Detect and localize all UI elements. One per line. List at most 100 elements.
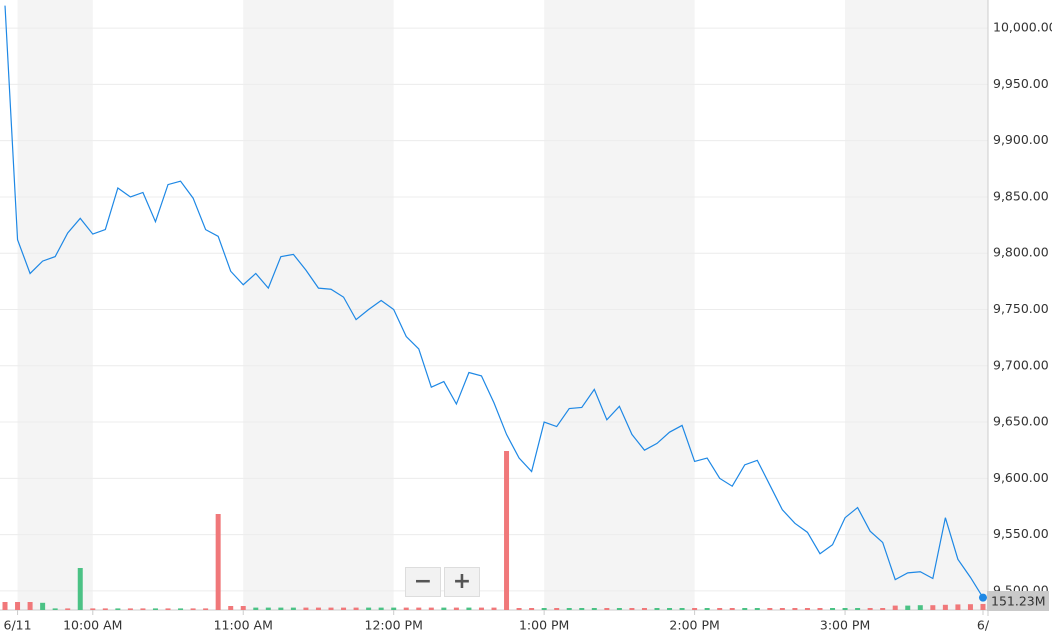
x-tick-label: 2:00 PM [669,618,719,633]
volume-bar [504,451,510,610]
volume-bar [140,608,146,610]
volume-bar [905,605,911,610]
volume-bar [127,608,133,610]
volume-bar [667,608,673,610]
volume-bar [817,608,823,610]
volume-bar [729,608,735,610]
volume-bar [366,607,372,610]
volume-bar [416,607,422,610]
volume-bar [516,608,522,610]
volume-bar [428,607,434,610]
y-tick-label: 9,800.00 [993,245,1049,260]
volume-bar [278,607,284,610]
x-tick-label: 3:00 PM [820,618,870,633]
volume-bar [955,604,961,610]
volume-bar [541,608,547,610]
volume-bar [203,608,209,610]
volume-bar [616,608,622,610]
volume-bar [466,607,472,610]
y-tick-label: 9,950.00 [993,76,1049,91]
volume-bar [378,607,384,610]
zoom-in-button[interactable]: + [444,567,480,597]
volume-bar [692,608,698,610]
zoom-out-button[interactable]: − [405,567,441,597]
volume-bar [830,608,836,610]
volume-bar [604,608,610,610]
y-tick-label: 9,850.00 [993,188,1049,203]
volume-bar [767,608,773,610]
volume-bar [2,602,8,610]
volume-bar [930,605,936,610]
volume-bar [453,607,459,610]
volume-bar [704,608,710,610]
y-tick-label: 9,750.00 [993,301,1049,316]
x-tick-label: 11:00 AM [214,618,273,633]
volume-badge [987,591,1049,611]
volume-bar [165,608,171,610]
volume-bar [478,607,484,610]
x-tick-label: 10:00 AM [63,618,122,633]
y-tick-label: 9,550.00 [993,526,1049,541]
volume-bar [980,603,986,610]
volume-bar [880,608,886,610]
x-tick-label: 12:00 PM [365,618,423,633]
y-tick-label: 9,600.00 [993,470,1049,485]
volume-bar [228,606,234,610]
volume-bar [842,608,848,610]
band [845,0,988,610]
volume-bar [792,608,798,610]
volume-bar [441,607,447,610]
volume-bar [855,608,861,610]
volume-bar [754,608,760,610]
band [17,0,93,610]
volume-bar [303,607,309,610]
volume-bar [942,604,948,610]
volume-bar [328,607,334,610]
volume-bar [566,608,572,610]
volume-bar [654,608,660,610]
volume-bar [529,608,535,610]
x-tick-label: 6/11 [4,618,32,633]
volume-bar [15,602,21,610]
volume-bar [679,608,685,610]
volume-bar [717,608,723,610]
volume-bar [190,608,196,610]
volume-bar [892,605,898,610]
volume-bar [290,607,296,610]
volume-bar [391,607,397,610]
volume-bar [629,608,635,610]
volume-bar [27,602,33,610]
volume-bar [742,608,748,610]
volume-bar [52,608,58,610]
volume-bar [867,608,873,610]
volume-bar [65,608,71,610]
volume-bar [491,607,497,610]
x-tick-label: 1:00 PM [519,618,569,633]
volume-bar [353,607,359,610]
y-tick-label: 9,700.00 [993,357,1049,372]
volume-bar [253,607,259,610]
y-tick-label: 9,900.00 [993,132,1049,147]
volume-bar [152,608,158,610]
volume-bar [115,608,121,610]
volume-bar [641,608,647,610]
volume-bar [240,606,246,610]
volume-bar [554,608,560,610]
y-tick-label: 10,000.00 [993,20,1052,35]
volume-bar [40,602,46,610]
volume-label: 151.23M [991,594,1046,609]
price-line [4,5,984,598]
volume-bar [265,607,271,610]
volume-bar [90,608,96,610]
band [243,0,394,610]
volume-bar [77,568,83,610]
volume-bar [341,607,347,610]
volume-bar [403,607,409,610]
volume-bar [102,608,108,610]
x-tick-label: 6/ [977,618,990,633]
volume-bar [178,608,184,610]
volume-bar [579,608,585,610]
volume-bar [804,608,810,610]
